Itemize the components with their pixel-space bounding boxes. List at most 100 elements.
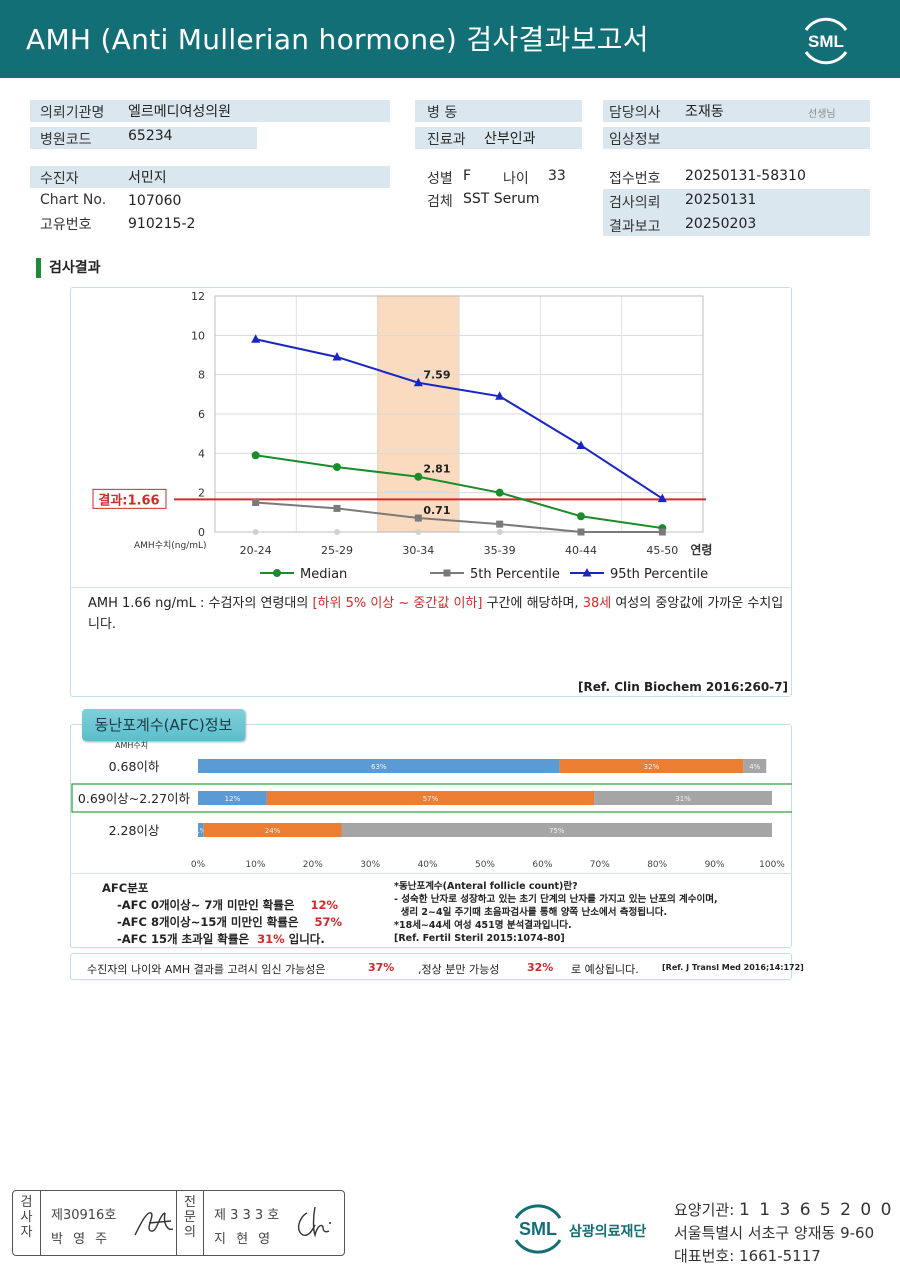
- report-header: AMH (Anti Mullerian hormone) 검사결과보고서 SML: [0, 0, 900, 78]
- afc-axis-tick: 80%: [647, 860, 667, 870]
- afc-segment-label: 4%: [749, 763, 760, 771]
- sig-examiner-signature: [134, 1212, 174, 1236]
- legend-marker-95th-percentile: [582, 568, 592, 577]
- afc-note4: *18세~44세 여성 451명 분석결과입니다.: [394, 920, 572, 931]
- receipt-value: 20250131-58310: [685, 168, 806, 184]
- y-tick-label: 0: [198, 526, 205, 539]
- x-tick-label: 30-34: [402, 544, 434, 557]
- x-tick-dot: [252, 529, 259, 535]
- x-tick-dot: [334, 529, 340, 535]
- dept-value: 산부인과: [484, 131, 536, 147]
- dept-row: [415, 127, 582, 149]
- afc-segment-label: 63%: [371, 763, 387, 771]
- preg-pct2: 32%: [527, 961, 554, 974]
- unique-no-value: 910215-2: [128, 216, 196, 232]
- x-tick-dot: [415, 529, 422, 535]
- point-median: [333, 463, 341, 472]
- point-5th-percentile: [496, 520, 504, 528]
- chart-separator: [70, 587, 792, 588]
- afc-axis-tick: 30%: [360, 860, 380, 870]
- sig-examiner-no: 제30916호: [51, 1208, 117, 1223]
- data-label: 2.81: [423, 463, 450, 476]
- preg-text3: 로 예상됩니다.: [571, 963, 639, 976]
- afc-axis-tick: 60%: [532, 860, 552, 870]
- footer-code-label: 요양기관:: [674, 1201, 735, 1219]
- afc-tab: 동난포계수(AFC)정보: [82, 709, 245, 741]
- afc-bar-segment: [559, 759, 744, 773]
- doctor-row: [603, 100, 870, 122]
- point-95th-percentile: [576, 440, 586, 449]
- afc-dist1-text: -AFC 0개이상~ 7개 미만인 확률은: [117, 898, 295, 912]
- result-label: 결과:1.66: [98, 492, 159, 508]
- point-median: [251, 451, 260, 460]
- clinical-label: 임상정보: [609, 132, 661, 148]
- specimen-value: SST Serum: [463, 191, 540, 207]
- afc-axis-tick: 40%: [418, 860, 438, 870]
- afc-note5: [Ref. Fertil Steril 2015:1074-80]: [394, 933, 565, 944]
- afc-bar-segment: [198, 823, 204, 837]
- pregnancy-panel: 수진자의 나이와 AMH 결과를 고려시 임신 가능성은 37% ,정상 분만 …: [70, 953, 804, 980]
- point-5th-percentile: [658, 528, 666, 536]
- afc-note2: - 성숙한 난자로 성장하고 있는 초기 단계의 난자를 가지고 있는 난포의 …: [394, 894, 718, 905]
- afc-row-label: 0.69이상~2.27이하: [78, 791, 191, 806]
- interp-part2: 구간에 해당하며,: [482, 596, 583, 611]
- afc-bar-segment: [203, 823, 342, 837]
- data-label: 0.71: [423, 504, 450, 517]
- afc-axis-tick: 10%: [245, 860, 265, 870]
- report-title: AMH (Anti Mullerian hormone) 검사결과보고서: [26, 23, 649, 56]
- data-label: 7.59: [423, 369, 450, 382]
- sex-value: F: [463, 168, 472, 184]
- y-tick-label: 4: [198, 447, 205, 460]
- afc-row-label: 0.68이하: [109, 759, 160, 774]
- afc-dist3-pct: 31%: [257, 932, 285, 946]
- x-axis-label: 연령: [690, 542, 712, 557]
- x-tick-label: 45-50: [646, 544, 678, 557]
- request-label: 검사의뢰: [609, 195, 661, 211]
- afc-row-label: 2.28이상: [109, 823, 160, 838]
- x-tick-label: 35-39: [484, 544, 516, 557]
- point-95th-percentile: [413, 377, 423, 387]
- point-5th-percentile: [252, 499, 260, 506]
- interp-range: [하위 5% 이상 ~ 중간값 이하]: [312, 596, 483, 611]
- series-line-median: [255, 454, 663, 530]
- afc-row-highlight: [71, 783, 792, 813]
- series-line-5th-percentile: [255, 501, 663, 533]
- afc-bar-segment: [743, 759, 767, 773]
- x-tick-label: 20-24: [240, 544, 272, 557]
- result-label-box: [92, 488, 167, 509]
- legend-label-5th-percentile: 5th Percentile: [470, 567, 560, 582]
- footer-address: 서울특별시 서초구 양재동 9-60: [674, 1224, 875, 1242]
- sig-label-specialist: 전 문 의: [176, 1191, 204, 1255]
- chart-panel: [70, 287, 792, 697]
- afc-dist2-text: -AFC 8개이상~15개 미만인 확률은: [117, 915, 299, 929]
- sex-label: 성별: [427, 171, 453, 187]
- afc-segment-label: 24%: [265, 827, 281, 835]
- afc-amh-label: AMH수치: [115, 741, 148, 750]
- afc-dist-line2: -AFC 8개이상~15개 미만인 확률은 57%: [102, 914, 342, 931]
- afc-segment-label: 12%: [225, 795, 241, 803]
- footer-org-name: 삼광의료재단: [569, 1224, 647, 1240]
- interp-age: 38세: [582, 596, 612, 611]
- section-title: 검사결과: [36, 258, 101, 278]
- afc-segment-label: 1%: [195, 827, 206, 835]
- chart-no-label: Chart No.: [40, 192, 107, 208]
- age-label: 나이: [503, 171, 529, 187]
- dates-block: [603, 189, 870, 236]
- footer-phone-value: 1661-5117: [739, 1247, 821, 1265]
- footer-code-value: 1 1 3 6 5 2 0 0: [739, 1200, 894, 1220]
- point-5th-percentile: [577, 528, 585, 536]
- point-median: [577, 512, 585, 521]
- afc-bar-segment: [594, 791, 772, 805]
- afc-dist-line3: -AFC 15개 초과일 확률은 31% 입니다.: [102, 931, 342, 948]
- afc-panel: [70, 724, 792, 948]
- doctor-label: 담당의사: [609, 105, 661, 121]
- preg-ref: [Ref. J Transl Med 2016;14:172]: [662, 963, 804, 972]
- institution-value: 엘르메디여성의원: [128, 104, 232, 120]
- afc-bar-segment: [266, 791, 595, 805]
- afc-dist-title: AFC분포: [102, 881, 149, 895]
- receipt-label: 접수번호: [609, 171, 661, 187]
- preg-text2: ,정상 분만 가능성: [418, 963, 500, 976]
- x-tick-label: 25-29: [321, 544, 353, 557]
- afc-segment-label: 31%: [675, 795, 691, 803]
- plot-border: [214, 295, 704, 533]
